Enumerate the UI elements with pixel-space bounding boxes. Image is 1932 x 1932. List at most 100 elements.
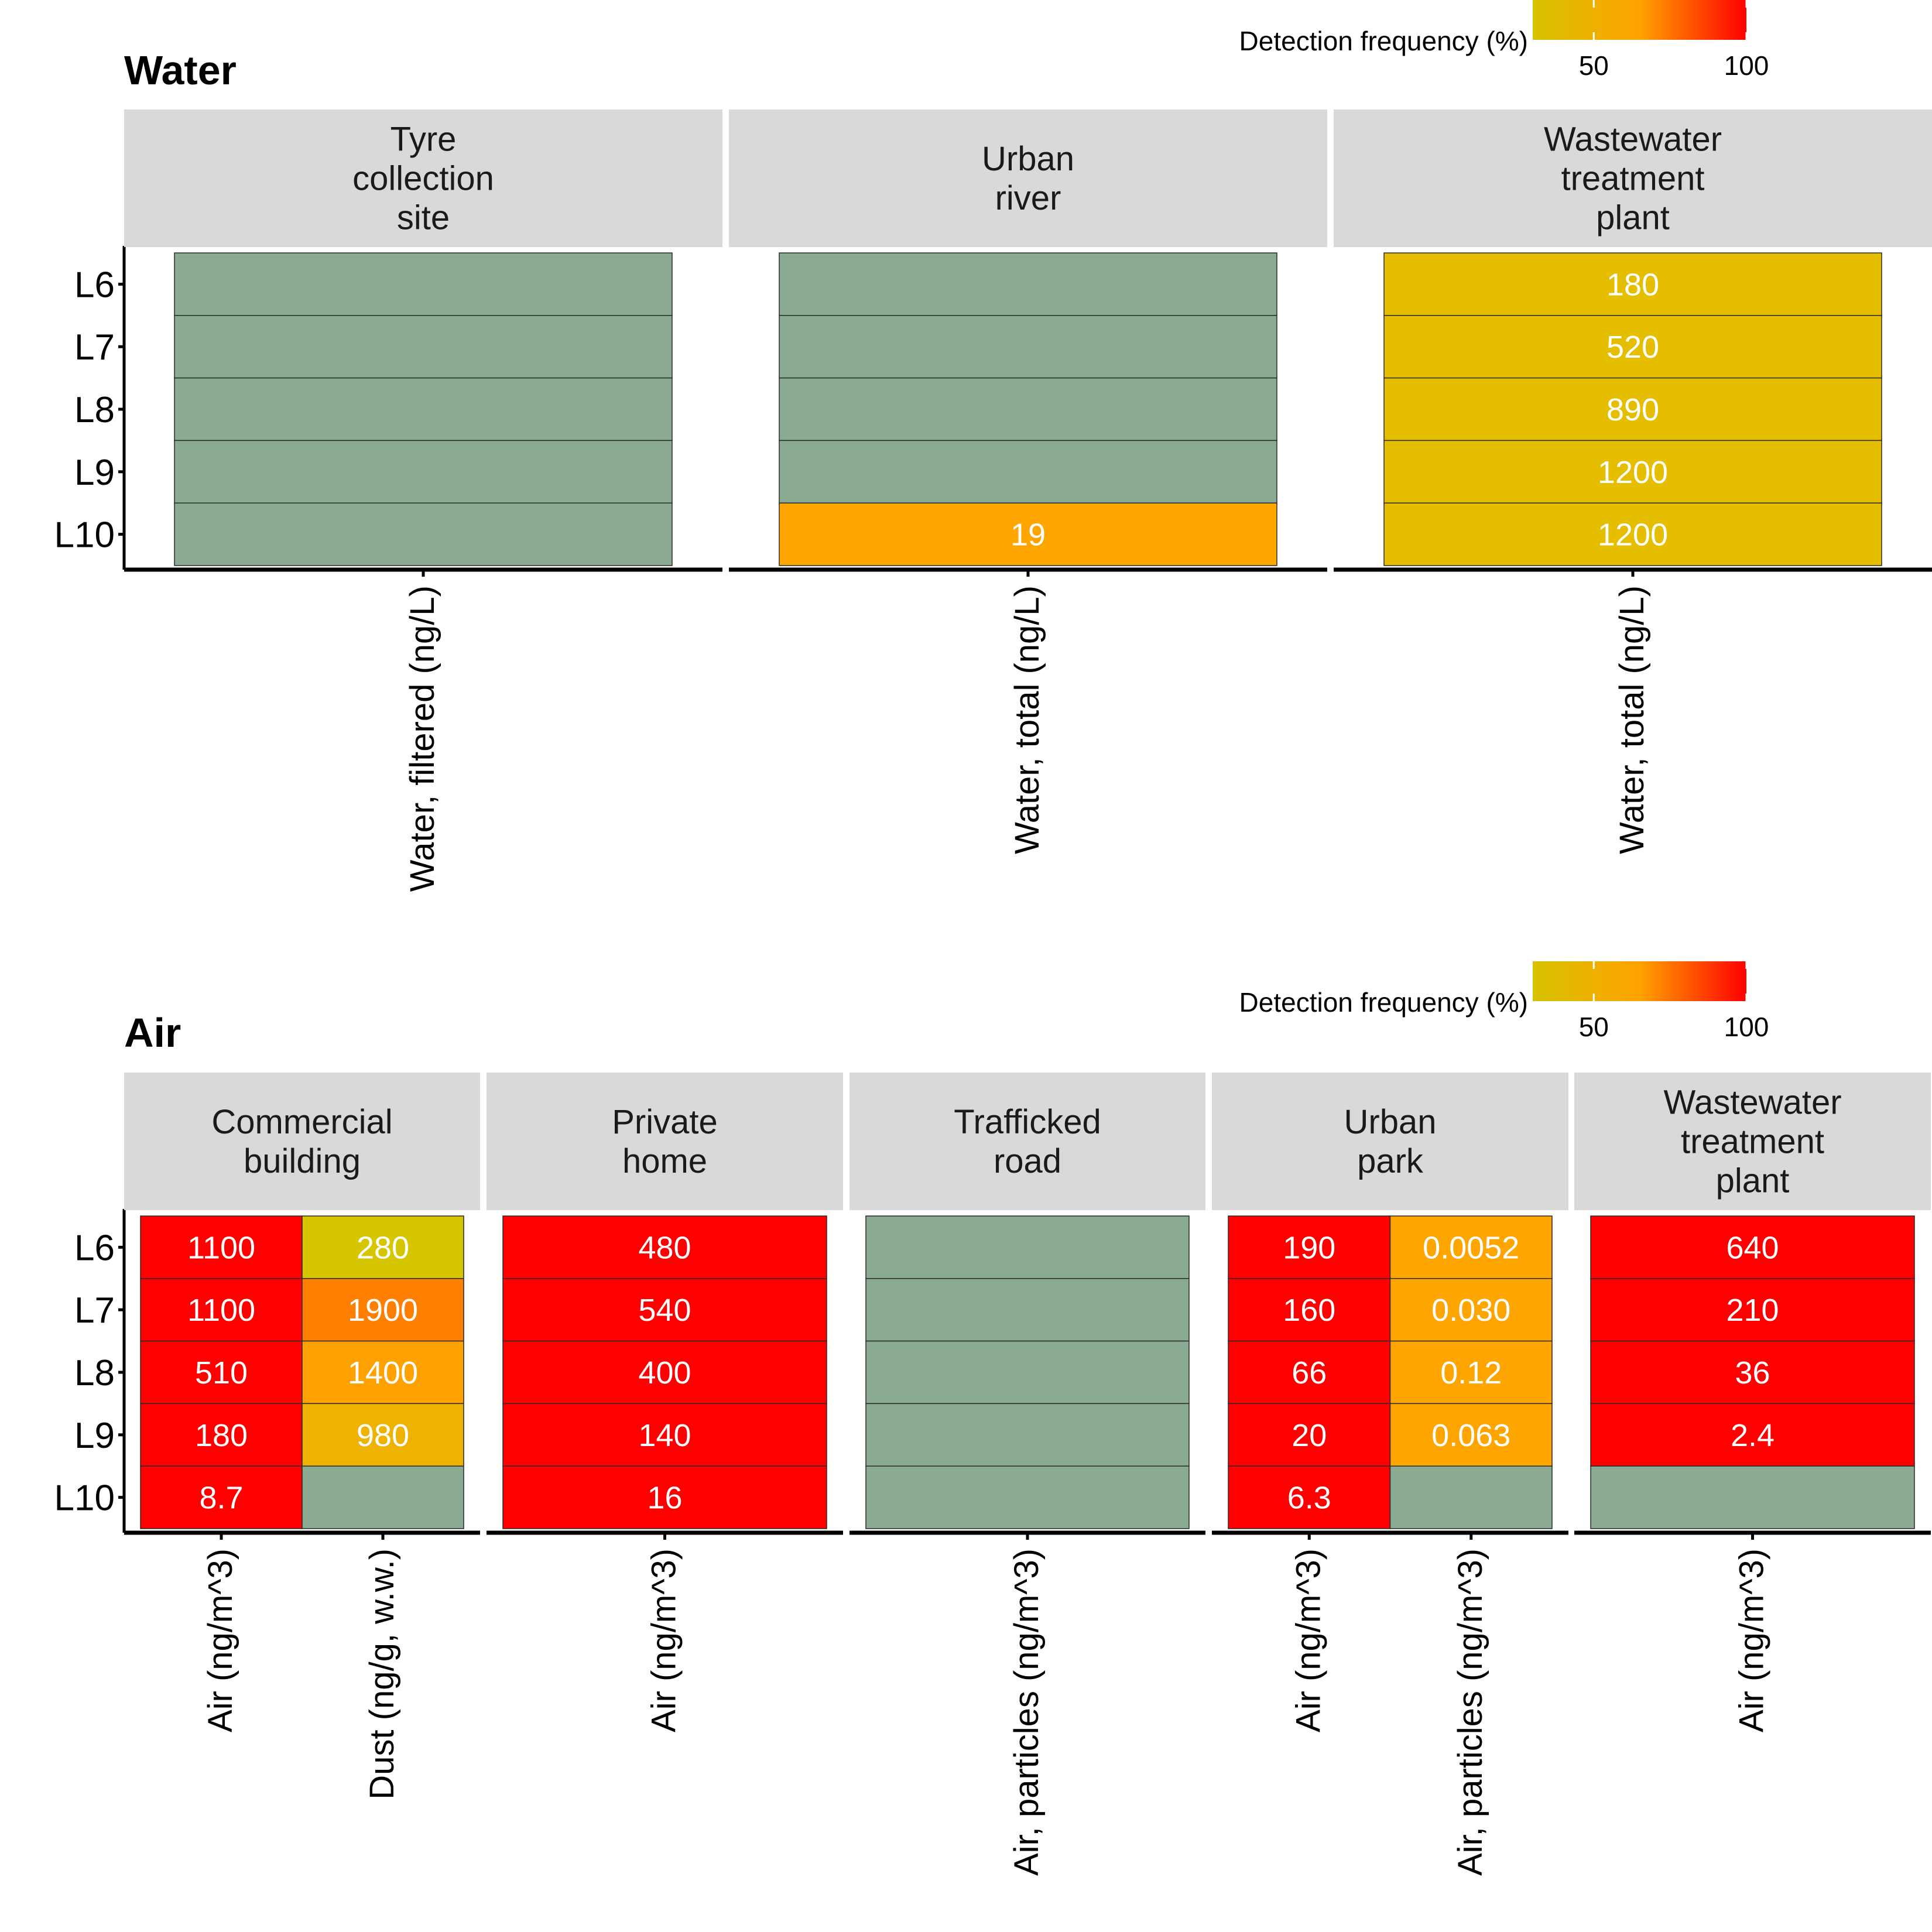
cell-value-label: 0.0052 [1423,1230,1519,1265]
row-label-l8: L8 [74,390,115,430]
cell-value-label: 0.063 [1431,1418,1510,1453]
heatmap-cell [302,1215,464,1279]
facet-strip [487,1073,843,1210]
cell-value-label: 66 [1292,1355,1327,1390]
legend-colorbar [1533,0,1746,40]
column-label: Dust (ng/g, w.w.) [363,1549,401,1800]
facet-strip [1334,109,1932,247]
row-label-l10: L10 [54,515,115,556]
cell-value-label: 8.7 [199,1481,243,1516]
column-label: Water, filtered (ng/L) [403,585,441,892]
row-label-l6: L6 [74,1228,115,1268]
legend-tick-label: 100 [1724,1012,1769,1042]
facet-strip-label: Wastewater treatment plant [1663,1084,1841,1200]
row-label-l7: L7 [74,1290,115,1331]
facet-strip-label: Wastewater treatment plant [1544,121,1722,237]
cell-value-label: 0.12 [1440,1355,1502,1390]
heatmap-cell [502,1215,827,1279]
heatmap-cell [502,1278,827,1342]
cell-value-label: 1200 [1598,518,1668,553]
cell-value-label: 1100 [187,1230,255,1265]
facet-strip-label: Urban park [1344,1103,1437,1180]
heatmap-cell [140,1465,303,1529]
cell-value-label: 19 [1010,518,1046,553]
heatmap-cell [502,1340,827,1405]
heatmap-cell [1383,377,1882,441]
column-label: Water, total (ng/L) [1008,585,1046,854]
heatmap-cell [1590,1340,1915,1405]
facet-strip [124,1073,480,1210]
facet-strip [124,109,722,247]
facet: Tyre collection site Water, filtered (ng/L) [124,109,722,892]
cell-value-label: 540 [638,1293,691,1328]
heatmap-cell [1383,315,1882,379]
heatmap-cell [1389,1340,1553,1405]
row-label-l10: L10 [54,1478,115,1519]
heatmap-cell [1389,1215,1553,1279]
cell-value-label: 1400 [348,1355,418,1390]
heatmap-cell [779,502,1277,566]
facet: Trafficked road Air, particles (ng/m^3) [849,1073,1205,1876]
heatmap-cell [174,252,673,316]
cell-value-label: 510 [195,1355,248,1390]
cell-value-label: 1100 [187,1293,255,1328]
heatmap-cell [174,440,673,503]
heatmap-cell [302,1340,464,1405]
cell-value-label: 480 [638,1230,691,1265]
panel-title: Air [124,1010,181,1056]
panel-air: Air Detection frequency (%) 50 100 L6 L7 L8 L9 L… [54,961,1931,1876]
facet: Wastewater treatment plant 640 210 36 2.4 Air (… [1574,1073,1931,1732]
cell-value-label: 640 [1726,1230,1779,1265]
column-label: Air (ng/m^3) [1289,1549,1327,1732]
heatmap-cell [140,1340,303,1405]
legend-title: Detection frequency (%) [1239,26,1528,56]
cell-value-label: 140 [638,1418,691,1453]
cell-value-label: 20 [1292,1418,1327,1453]
row-label-l6: L6 [74,265,115,305]
cell-value-label: 210 [1726,1293,1779,1328]
cell-value-label: 980 [357,1418,409,1453]
heatmap-cell [302,1403,464,1467]
cell-value-label: 36 [1735,1355,1770,1390]
cell-value-label: 1900 [348,1293,418,1328]
column-label: Air (ng/m^3) [1733,1549,1771,1732]
cell-value-label: 280 [357,1230,409,1265]
facet: Commercial building 1100 1100 510 180 8.7 Air (… [124,1073,480,1800]
heatmap-cell [1389,1403,1553,1467]
legend-tick-label: 100 [1724,50,1769,81]
heatmap-cell [502,1403,827,1467]
cell-value-label: 520 [1606,330,1659,365]
heatmap-cell [779,440,1277,503]
cell-value-label: 890 [1606,392,1659,427]
heatmap-cell [140,1278,303,1342]
heatmap-cell [502,1465,827,1529]
cell-value-label: 0.030 [1431,1293,1510,1328]
legend-colorbar [1533,961,1746,1001]
heatmap-cell [1389,1278,1553,1342]
heatmap-cell [779,315,1277,379]
heatmap-cell [865,1278,1190,1342]
facet: Private home 480 540 400 140 16 Air (ng/m^3) [487,1073,843,1732]
heatmap-cell [1228,1215,1391,1279]
heatmap-cell [140,1403,303,1467]
facet-strip-label: Urban river [982,140,1074,217]
facet-strip [729,109,1327,247]
cell-value-label: 180 [195,1418,248,1453]
heatmap-cell [1228,1403,1391,1467]
heatmap-cell [1383,252,1882,316]
heatmap-cell [865,1340,1190,1405]
facet-strip [849,1073,1205,1210]
cell-value-label: 2.4 [1731,1418,1775,1453]
column-label: Water, total (ng/L) [1613,585,1651,854]
row-label-l9: L9 [74,453,115,493]
heatmap-cell [1228,1465,1391,1529]
heatmap-cell [174,502,673,566]
heatmap-cell [865,1215,1190,1279]
facet: Wastewater treatment plant 180 520 890 1200 120… [1334,109,1932,854]
legend-title: Detection frequency (%) [1239,987,1528,1018]
row-label-l9: L9 [74,1416,115,1456]
column-label: Air, particles (ng/m^3) [1008,1549,1046,1876]
facet-strip-label: Private home [612,1103,718,1180]
cell-value-label: 16 [647,1481,682,1516]
